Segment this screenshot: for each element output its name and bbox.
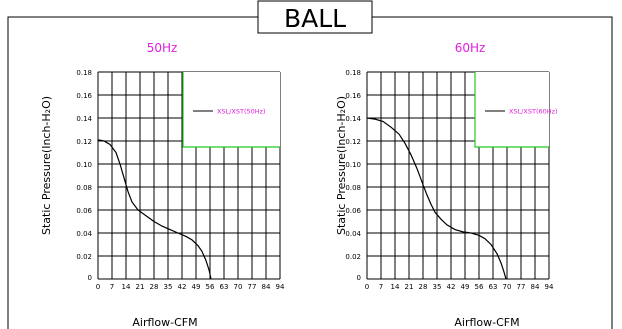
y-tick-label: 0.06	[345, 207, 361, 215]
x-tick-label: 84	[262, 283, 271, 291]
y-tick-label: 0.18	[345, 69, 361, 77]
legend-label: XSL/XST(50Hz)	[217, 108, 266, 116]
y-tick-label: 0.18	[76, 69, 92, 77]
x-tick-label: 77	[517, 283, 526, 291]
x-tick-label: 63	[220, 283, 229, 291]
y-tick-label: 0	[88, 274, 92, 282]
x-tick-label: 49	[461, 283, 470, 291]
legend-background	[183, 72, 280, 147]
y-tick-label: 0.02	[345, 253, 361, 261]
y-axis-label: Static Pressure(Inch-H₂O)	[40, 96, 53, 235]
x-tick-label: 28	[150, 283, 159, 291]
x-tick-label: 35	[164, 283, 173, 291]
y-tick-label: 0.04	[76, 230, 92, 238]
y-axis-label: Static Pressure(Inch-H₂O)	[335, 96, 348, 235]
y-tick-label: 0.14	[345, 115, 361, 123]
y-tick-label: 0.04	[345, 230, 361, 238]
y-tick-label: 0.02	[76, 253, 92, 261]
chart-title: 50Hz	[147, 41, 178, 55]
x-tick-label: 7	[110, 283, 114, 291]
y-tick-label: 0.06	[76, 207, 92, 215]
chart-title: 60Hz	[455, 41, 486, 55]
series-line	[366, 117, 507, 280]
x-tick-label: 21	[136, 283, 145, 291]
x-tick-label: 42	[178, 283, 187, 291]
title-box	[257, 0, 373, 34]
y-tick-label: 0.08	[76, 184, 92, 192]
x-tick-label: 56	[475, 283, 484, 291]
x-tick-label: 49	[192, 283, 201, 291]
x-tick-label: 70	[503, 283, 512, 291]
series-line	[97, 139, 212, 280]
x-tick-label: 7	[379, 283, 383, 291]
x-tick-label: 42	[447, 283, 456, 291]
x-tick-label: 63	[489, 283, 498, 291]
y-tick-label: 0.12	[345, 138, 361, 146]
y-tick-label: 0.12	[76, 138, 92, 146]
x-tick-label: 56	[206, 283, 215, 291]
x-tick-label: 35	[433, 283, 442, 291]
x-tick-label: 28	[419, 283, 428, 291]
legend-label: XSL/XST(60Hz)	[509, 108, 558, 116]
y-tick-label: 0.08	[345, 184, 361, 192]
y-tick-label: 0.10	[345, 161, 361, 169]
outer-frame	[7, 16, 613, 329]
x-tick-label: 21	[405, 283, 414, 291]
y-tick-label: 0	[357, 274, 361, 282]
x-tick-label: 14	[391, 283, 400, 291]
y-tick-label: 0.16	[345, 92, 361, 100]
x-tick-label: 77	[248, 283, 257, 291]
y-tick-label: 0.14	[76, 115, 92, 123]
legend-border	[474, 72, 549, 148]
x-tick-label: 14	[122, 283, 131, 291]
x-tick-label: 84	[531, 283, 540, 291]
x-tick-label: 94	[276, 283, 285, 291]
legend-background	[475, 72, 549, 147]
page-title: BALL	[284, 4, 346, 33]
chart-2: 60Hz 0 7 14 21 28 35 42 49 56 63 70 77 84 94 0 0.02 0.04 0…	[335, 41, 558, 329]
y-tick-label: 0.10	[76, 161, 92, 169]
x-axis-label: Airflow-CFM	[454, 316, 519, 329]
x-tick-label: 0	[96, 283, 100, 291]
x-axis-label: Airflow-CFM	[132, 316, 197, 329]
y-tick-label: 0.16	[76, 92, 92, 100]
x-tick-label: 0	[365, 283, 369, 291]
legend-border	[182, 72, 280, 148]
chart-1: 50Hz 0 7 14 21 28 35 42 49 56 63 70 77 84 94 0 0.02 0.04 0…	[40, 41, 285, 329]
x-tick-label: 94	[545, 283, 554, 291]
x-tick-label: 70	[234, 283, 243, 291]
